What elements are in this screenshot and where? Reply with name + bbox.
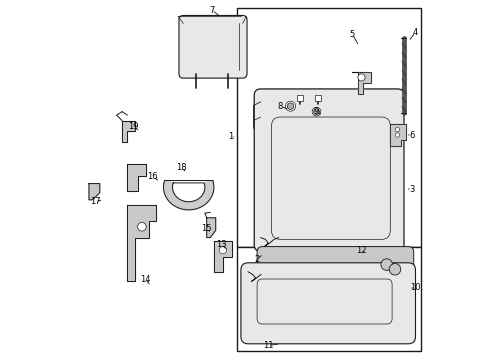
Text: 12: 12 [356, 246, 366, 255]
Text: 16: 16 [147, 172, 158, 181]
Circle shape [313, 109, 319, 114]
Text: 10: 10 [409, 284, 420, 292]
Circle shape [219, 247, 226, 254]
Polygon shape [127, 205, 156, 281]
Text: 17: 17 [90, 197, 100, 206]
Text: 7: 7 [209, 6, 214, 15]
Circle shape [287, 103, 293, 109]
Bar [297, 95, 303, 101]
Text: 5: 5 [349, 30, 354, 39]
Bar [236, 247, 420, 351]
FancyBboxPatch shape [241, 263, 415, 344]
Text: 14: 14 [140, 274, 150, 284]
Text: 4: 4 [412, 28, 417, 37]
Circle shape [394, 133, 399, 137]
Text: 11: 11 [262, 341, 273, 350]
FancyBboxPatch shape [254, 89, 403, 251]
Text: 1: 1 [228, 132, 233, 141]
Polygon shape [127, 164, 145, 191]
Circle shape [388, 264, 400, 275]
Circle shape [137, 222, 146, 231]
Text: 9: 9 [312, 107, 318, 116]
Text: 8: 8 [277, 102, 283, 111]
Circle shape [285, 101, 295, 111]
Text: 6: 6 [408, 131, 414, 140]
Bar [236, 8, 420, 247]
Circle shape [394, 127, 399, 132]
FancyBboxPatch shape [257, 247, 413, 290]
Polygon shape [213, 241, 231, 272]
Text: 13: 13 [215, 240, 226, 249]
Polygon shape [89, 184, 100, 200]
Polygon shape [163, 180, 213, 210]
Text: 2: 2 [254, 255, 259, 264]
Text: 19: 19 [127, 122, 138, 131]
Text: 18: 18 [176, 163, 186, 172]
Polygon shape [389, 124, 406, 146]
Text: 15: 15 [201, 224, 211, 233]
Bar [315, 95, 321, 101]
FancyBboxPatch shape [179, 15, 246, 78]
Polygon shape [122, 121, 134, 142]
Circle shape [357, 74, 365, 81]
Circle shape [380, 259, 392, 270]
Polygon shape [352, 72, 370, 94]
Polygon shape [206, 218, 215, 238]
Text: 3: 3 [408, 185, 414, 194]
Circle shape [311, 107, 320, 116]
